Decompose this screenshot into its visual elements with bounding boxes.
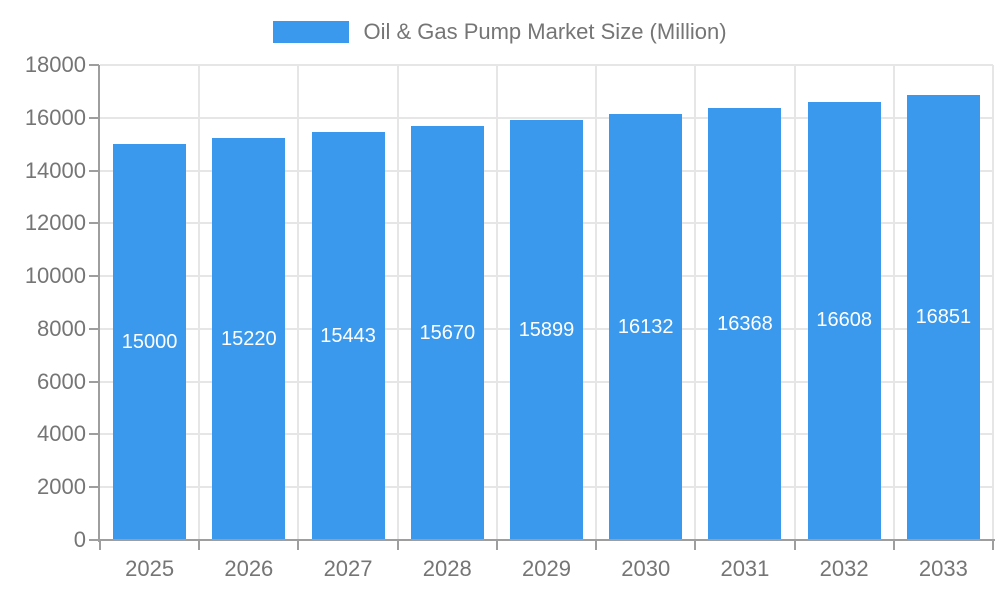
x-tick-mark [992, 541, 994, 550]
x-tick-label-2030: 2030 [621, 556, 671, 581]
bar-2028[interactable]: 15670 [410, 126, 484, 539]
y-tick-label-16000: 16000 [24, 104, 86, 130]
y-tick-mark [89, 64, 99, 66]
y-tick-label-12000: 12000 [24, 210, 86, 236]
x-tick-mark [99, 541, 101, 550]
gridline-vertical [595, 65, 598, 540]
y-tick-label-18000: 18000 [24, 52, 86, 77]
bar-value-label: 15670 [419, 321, 476, 344]
x-tick-label-2032: 2032 [819, 556, 869, 581]
y-tick-mark [89, 116, 99, 119]
gridline-vertical [694, 65, 697, 540]
bar-value-label: 16132 [617, 315, 674, 338]
x-tick-mark [297, 541, 300, 550]
bar-2026[interactable]: 15220 [212, 138, 286, 539]
gridline-vertical [495, 65, 498, 540]
bar-2031[interactable]: 16368 [708, 108, 782, 539]
y-tick-label-14000: 14000 [24, 157, 86, 183]
y-tick-label-6000: 6000 [37, 368, 86, 394]
y-tick-mark [89, 169, 99, 172]
gridline-vertical [892, 65, 895, 540]
y-tick-mark [89, 275, 99, 278]
y-axis-line [98, 65, 100, 542]
x-tick-label-2031: 2031 [720, 556, 770, 581]
legend[interactable]: Oil & Gas Pump Market Size (Million) [0, 21, 1000, 43]
y-tick-label-8000: 8000 [37, 315, 86, 341]
bar-2033[interactable]: 16851 [906, 95, 980, 539]
x-tick-label-2025: 2025 [125, 556, 175, 581]
x-tick-label-2026: 2026 [224, 556, 274, 581]
bar-value-label: 16368 [717, 312, 773, 335]
legend-label: Oil & Gas Pump Market Size (Million) [363, 19, 727, 44]
x-tick-label-2027: 2027 [323, 556, 373, 581]
x-tick-mark [892, 541, 895, 550]
y-tick-mark [89, 327, 99, 330]
gridline-vertical [992, 65, 994, 540]
bar-value-label: 15899 [518, 318, 575, 341]
y-tick-mark [89, 539, 99, 541]
y-tick-label-0: 0 [73, 527, 86, 552]
gridline-vertical [198, 65, 201, 540]
bar-value-label: 15443 [320, 324, 376, 347]
y-tick-mark [89, 380, 99, 383]
bar-2027[interactable]: 15443 [311, 132, 385, 539]
x-tick-label-2028: 2028 [422, 556, 472, 581]
bar-2029[interactable]: 15899 [510, 120, 583, 539]
x-tick-label-2033: 2033 [918, 556, 968, 581]
bar-2030[interactable]: 16132 [609, 114, 683, 539]
y-tick-mark [89, 433, 99, 436]
gridline-horizontal [100, 116, 993, 119]
x-tick-mark [793, 541, 796, 550]
x-axis-line [98, 539, 995, 541]
legend-swatch [273, 21, 350, 43]
gridline-vertical [297, 65, 300, 540]
x-tick-mark [595, 541, 598, 550]
x-tick-mark [694, 541, 697, 550]
x-tick-label-2029: 2029 [522, 556, 571, 581]
x-tick-mark [396, 541, 399, 550]
bar-value-label: 16851 [915, 306, 972, 329]
x-tick-mark [495, 541, 498, 550]
x-tick-mark [198, 541, 201, 550]
gridline-vertical [396, 65, 399, 540]
bar-value-label: 15220 [221, 327, 277, 350]
y-tick-mark [89, 222, 99, 225]
bar-value-label: 15000 [121, 330, 178, 353]
y-tick-label-4000: 4000 [37, 421, 86, 447]
y-tick-label-10000: 10000 [24, 263, 86, 289]
y-tick-label-2000: 2000 [37, 474, 86, 500]
bar-value-label: 16608 [816, 309, 872, 332]
gridline-vertical [793, 65, 796, 540]
bar-2032[interactable]: 16608 [807, 101, 881, 539]
bar-2025[interactable]: 15000 [113, 144, 187, 539]
y-tick-mark [89, 486, 99, 489]
gridline-horizontal [100, 64, 993, 66]
